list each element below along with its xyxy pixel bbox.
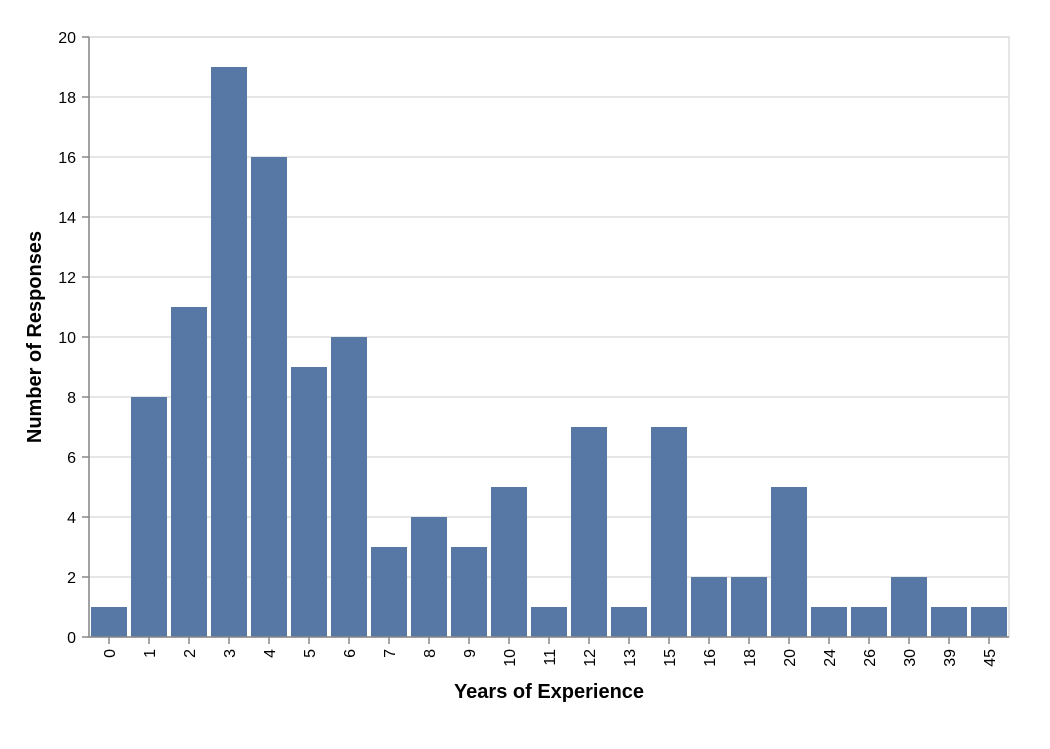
x-tick-label-26: 26: [862, 649, 879, 667]
x-tick-label-45: 45: [982, 649, 999, 667]
bar-16: [691, 577, 727, 637]
bar-4: [251, 157, 287, 637]
bar-2: [171, 307, 207, 637]
y-tick-label-2: 2: [67, 570, 76, 587]
x-tick-label-4: 4: [262, 649, 279, 658]
x-tick-label-12: 12: [582, 649, 599, 667]
x-tick-label-7: 7: [382, 649, 399, 658]
y-tick-label-8: 8: [67, 390, 76, 407]
x-tick-label-0: 0: [102, 649, 119, 658]
y-tick-label-0: 0: [67, 630, 76, 647]
x-tick-label-39: 39: [942, 649, 959, 667]
bar-0: [91, 607, 127, 637]
bar-7: [371, 547, 407, 637]
x-tick-label-24: 24: [822, 649, 839, 667]
bar-1: [131, 397, 167, 637]
y-tick-label-10: 10: [58, 330, 76, 347]
y-tick-label-6: 6: [67, 450, 76, 467]
x-tick-label-8: 8: [422, 649, 439, 658]
x-tick-label-2: 2: [182, 649, 199, 658]
x-tick-label-10: 10: [502, 649, 519, 667]
y-tick-label-16: 16: [58, 150, 76, 167]
x-axis-ticks: 0 1 2 3 4 5 6 7 8 9 10 11 12 13 15 16 18 20 24 26 30 39 45: [102, 637, 999, 667]
bar-39: [931, 607, 967, 637]
bar-8: [411, 517, 447, 637]
x-tick-label-20: 20: [782, 649, 799, 667]
x-tick-label-30: 30: [902, 649, 919, 667]
x-tick-label-5: 5: [302, 649, 319, 658]
bar-5: [291, 367, 327, 637]
y-tick-label-4: 4: [67, 510, 76, 527]
y-tick-label-18: 18: [58, 90, 76, 107]
bar-12: [571, 427, 607, 637]
bar-24: [811, 607, 847, 637]
y-tick-label-14: 14: [58, 210, 76, 227]
bar-9: [451, 547, 487, 637]
y-axis-ticks: 0 2 4 6 8 10 12 14 16 18 20: [58, 30, 89, 647]
bar-20: [771, 487, 807, 637]
bars: [91, 67, 1007, 637]
bar-45: [971, 607, 1007, 637]
x-tick-label-16: 16: [702, 649, 719, 667]
x-tick-label-1: 1: [142, 649, 159, 658]
bar-10: [491, 487, 527, 637]
bar-18: [731, 577, 767, 637]
bar-6: [331, 337, 367, 637]
x-tick-label-18: 18: [742, 649, 759, 667]
x-tick-label-11: 11: [542, 649, 559, 666]
x-tick-label-3: 3: [222, 649, 239, 658]
bar-30: [891, 577, 927, 637]
y-tick-label-20: 20: [58, 30, 76, 47]
x-tick-label-13: 13: [622, 649, 639, 667]
bar-3: [211, 67, 247, 637]
x-tick-label-6: 6: [342, 649, 359, 658]
bar-13: [611, 607, 647, 637]
y-axis-title: Number of Responses: [24, 231, 46, 443]
x-tick-label-9: 9: [462, 649, 479, 658]
x-axis-title: Years of Experience: [454, 681, 644, 703]
y-tick-label-12: 12: [58, 270, 76, 287]
bar-11: [531, 607, 567, 637]
bar-15: [651, 427, 687, 637]
bar-26: [851, 607, 887, 637]
x-tick-label-15: 15: [662, 649, 679, 667]
